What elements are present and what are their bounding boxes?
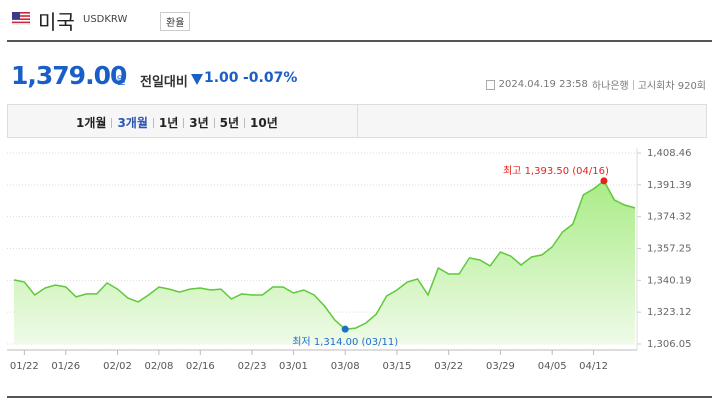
code: USDKRW [83,14,128,25]
x-tick-label: 04/12 [579,361,608,372]
tab-separator [152,117,154,128]
tab-separator [244,117,246,128]
tab-separator [111,117,113,128]
y-tick-label: 1,357.25 [647,244,692,255]
y-tick-label: 1,323.12 [647,307,692,318]
tabs: 1개월 3개월 1년 3년 5년 10년 [76,114,278,131]
divider [7,396,712,398]
tab[interactable]: 1년 [158,116,179,130]
y-tick-label: 1,391.39 [647,180,692,191]
min-label: 최저 1,314.00 (03/11) [292,336,398,348]
x-tick-label: 01/22 [10,361,39,372]
tab[interactable]: 10년 [250,116,278,130]
change: 1.00 [204,70,239,86]
unit: 원 [116,74,127,87]
title: 미국 [38,10,75,34]
date: 2024.04.19 23:58 [498,79,588,90]
x-tick-label: 02/16 [186,361,215,372]
y-tick-label: 1,340.19 [647,275,692,286]
tab[interactable]: 3개월 [117,116,148,130]
max-marker [600,177,608,185]
x-tick-label: 03/15 [383,361,412,372]
notice: 2024.04.19 23:58 하나은행 고시회차 920회 [485,77,706,92]
y-tick-label: 1,306.05 [647,339,692,350]
button[interactable]: 환율 [160,12,191,31]
tab[interactable]: 1개월 [76,116,107,130]
y-tick-label: 1,374.32 [647,212,692,223]
icon [485,79,495,90]
area [14,180,635,344]
change-pct: -0.07% [243,70,298,86]
tab[interactable]: 3년 [189,116,209,130]
tab-divider [357,105,358,137]
x-tick-label: 02/23 [238,361,267,372]
x-tick-label: 03/22 [434,361,463,372]
round: 고시회차 920회 [637,81,706,92]
max-label: 최고 1,393.50 (04/16) [503,165,609,177]
divider [7,40,712,42]
x-tick-label: 02/08 [144,361,173,372]
line [13,179,636,330]
y-tick-label: 1,408.46 [647,148,692,159]
min-marker [341,325,349,333]
tab-bar: 1개월 3개월 1년 3년 5년 10년 [7,104,707,138]
x-tick-label: 03/29 [486,361,515,372]
tab-separator [213,117,215,128]
tab[interactable]: 5년 [219,116,240,130]
tab-separator [183,117,185,128]
flag [12,12,30,25]
x-tick-label: 03/08 [331,361,360,372]
x-tick-label: 03/01 [279,361,308,372]
bank: 하나은행 [591,81,629,92]
x-tick-label: 02/02 [103,361,132,372]
price: 1,379.00 [11,61,127,90]
change-label: 전일대비 [140,75,188,90]
x-tick-label: 04/05 [538,361,567,372]
separator [632,79,634,90]
down-arrow [191,74,203,85]
x-tick-label: 01/26 [51,361,80,372]
